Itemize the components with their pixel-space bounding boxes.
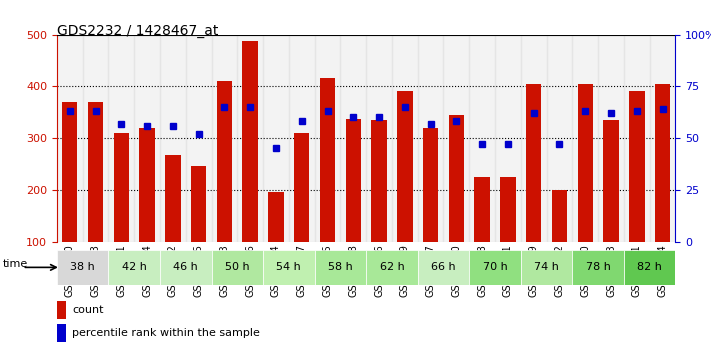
- Bar: [444, 34, 469, 242]
- Text: 54 h: 54 h: [277, 263, 301, 272]
- Bar: [186, 34, 212, 242]
- Bar: [62, 102, 77, 242]
- Bar: [160, 34, 186, 242]
- FancyBboxPatch shape: [160, 250, 212, 285]
- Bar: [577, 84, 593, 242]
- Bar: [624, 34, 650, 242]
- Bar: [655, 84, 670, 242]
- Bar: [423, 128, 438, 241]
- Bar: [341, 34, 366, 242]
- Text: 70 h: 70 h: [483, 263, 508, 272]
- Bar: [82, 34, 108, 242]
- Bar: [474, 177, 490, 242]
- Text: GDS2232 / 1428467_at: GDS2232 / 1428467_at: [57, 24, 218, 38]
- FancyBboxPatch shape: [314, 250, 366, 285]
- Bar: [552, 190, 567, 242]
- Bar: [547, 34, 572, 242]
- Text: 38 h: 38 h: [70, 263, 95, 272]
- Bar: [237, 34, 263, 242]
- Bar: [449, 115, 464, 242]
- Text: time: time: [4, 259, 28, 269]
- Bar: [520, 34, 547, 242]
- FancyBboxPatch shape: [520, 250, 572, 285]
- Text: 50 h: 50 h: [225, 263, 250, 272]
- Text: percentile rank within the sample: percentile rank within the sample: [73, 328, 260, 337]
- Text: 46 h: 46 h: [173, 263, 198, 272]
- Bar: [268, 193, 284, 242]
- FancyBboxPatch shape: [108, 250, 160, 285]
- Bar: [108, 34, 134, 242]
- Bar: [212, 34, 237, 242]
- Bar: [572, 34, 598, 242]
- Bar: [314, 34, 341, 242]
- Bar: [88, 102, 103, 242]
- Text: 78 h: 78 h: [586, 263, 611, 272]
- FancyBboxPatch shape: [572, 250, 624, 285]
- Bar: [397, 91, 412, 242]
- FancyBboxPatch shape: [263, 250, 314, 285]
- Bar: [366, 34, 392, 242]
- Bar: [57, 34, 82, 242]
- Bar: [57, 324, 66, 342]
- Bar: [289, 34, 314, 242]
- Bar: [418, 34, 444, 242]
- Bar: [294, 133, 309, 242]
- Bar: [346, 119, 361, 242]
- Bar: [217, 81, 232, 241]
- Bar: [242, 41, 258, 242]
- Bar: [165, 155, 181, 242]
- Text: 82 h: 82 h: [637, 263, 662, 272]
- Text: count: count: [73, 305, 104, 315]
- FancyBboxPatch shape: [212, 250, 263, 285]
- Text: 66 h: 66 h: [431, 263, 456, 272]
- Bar: [526, 84, 542, 242]
- Bar: [629, 91, 644, 242]
- Bar: [603, 120, 619, 242]
- Text: 74 h: 74 h: [534, 263, 559, 272]
- Bar: [650, 34, 675, 242]
- Bar: [392, 34, 417, 242]
- FancyBboxPatch shape: [418, 250, 469, 285]
- FancyBboxPatch shape: [469, 250, 520, 285]
- Bar: [114, 133, 129, 242]
- Text: 58 h: 58 h: [328, 263, 353, 272]
- Text: 62 h: 62 h: [380, 263, 405, 272]
- FancyBboxPatch shape: [366, 250, 418, 285]
- FancyBboxPatch shape: [57, 250, 108, 285]
- Bar: [57, 301, 66, 319]
- Text: 42 h: 42 h: [122, 263, 146, 272]
- Bar: [191, 167, 206, 242]
- Bar: [263, 34, 289, 242]
- FancyBboxPatch shape: [624, 250, 675, 285]
- Bar: [320, 79, 336, 242]
- Bar: [139, 128, 155, 241]
- Bar: [134, 34, 160, 242]
- Bar: [469, 34, 495, 242]
- Bar: [495, 34, 520, 242]
- Bar: [598, 34, 624, 242]
- Bar: [371, 120, 387, 242]
- Bar: [500, 177, 515, 242]
